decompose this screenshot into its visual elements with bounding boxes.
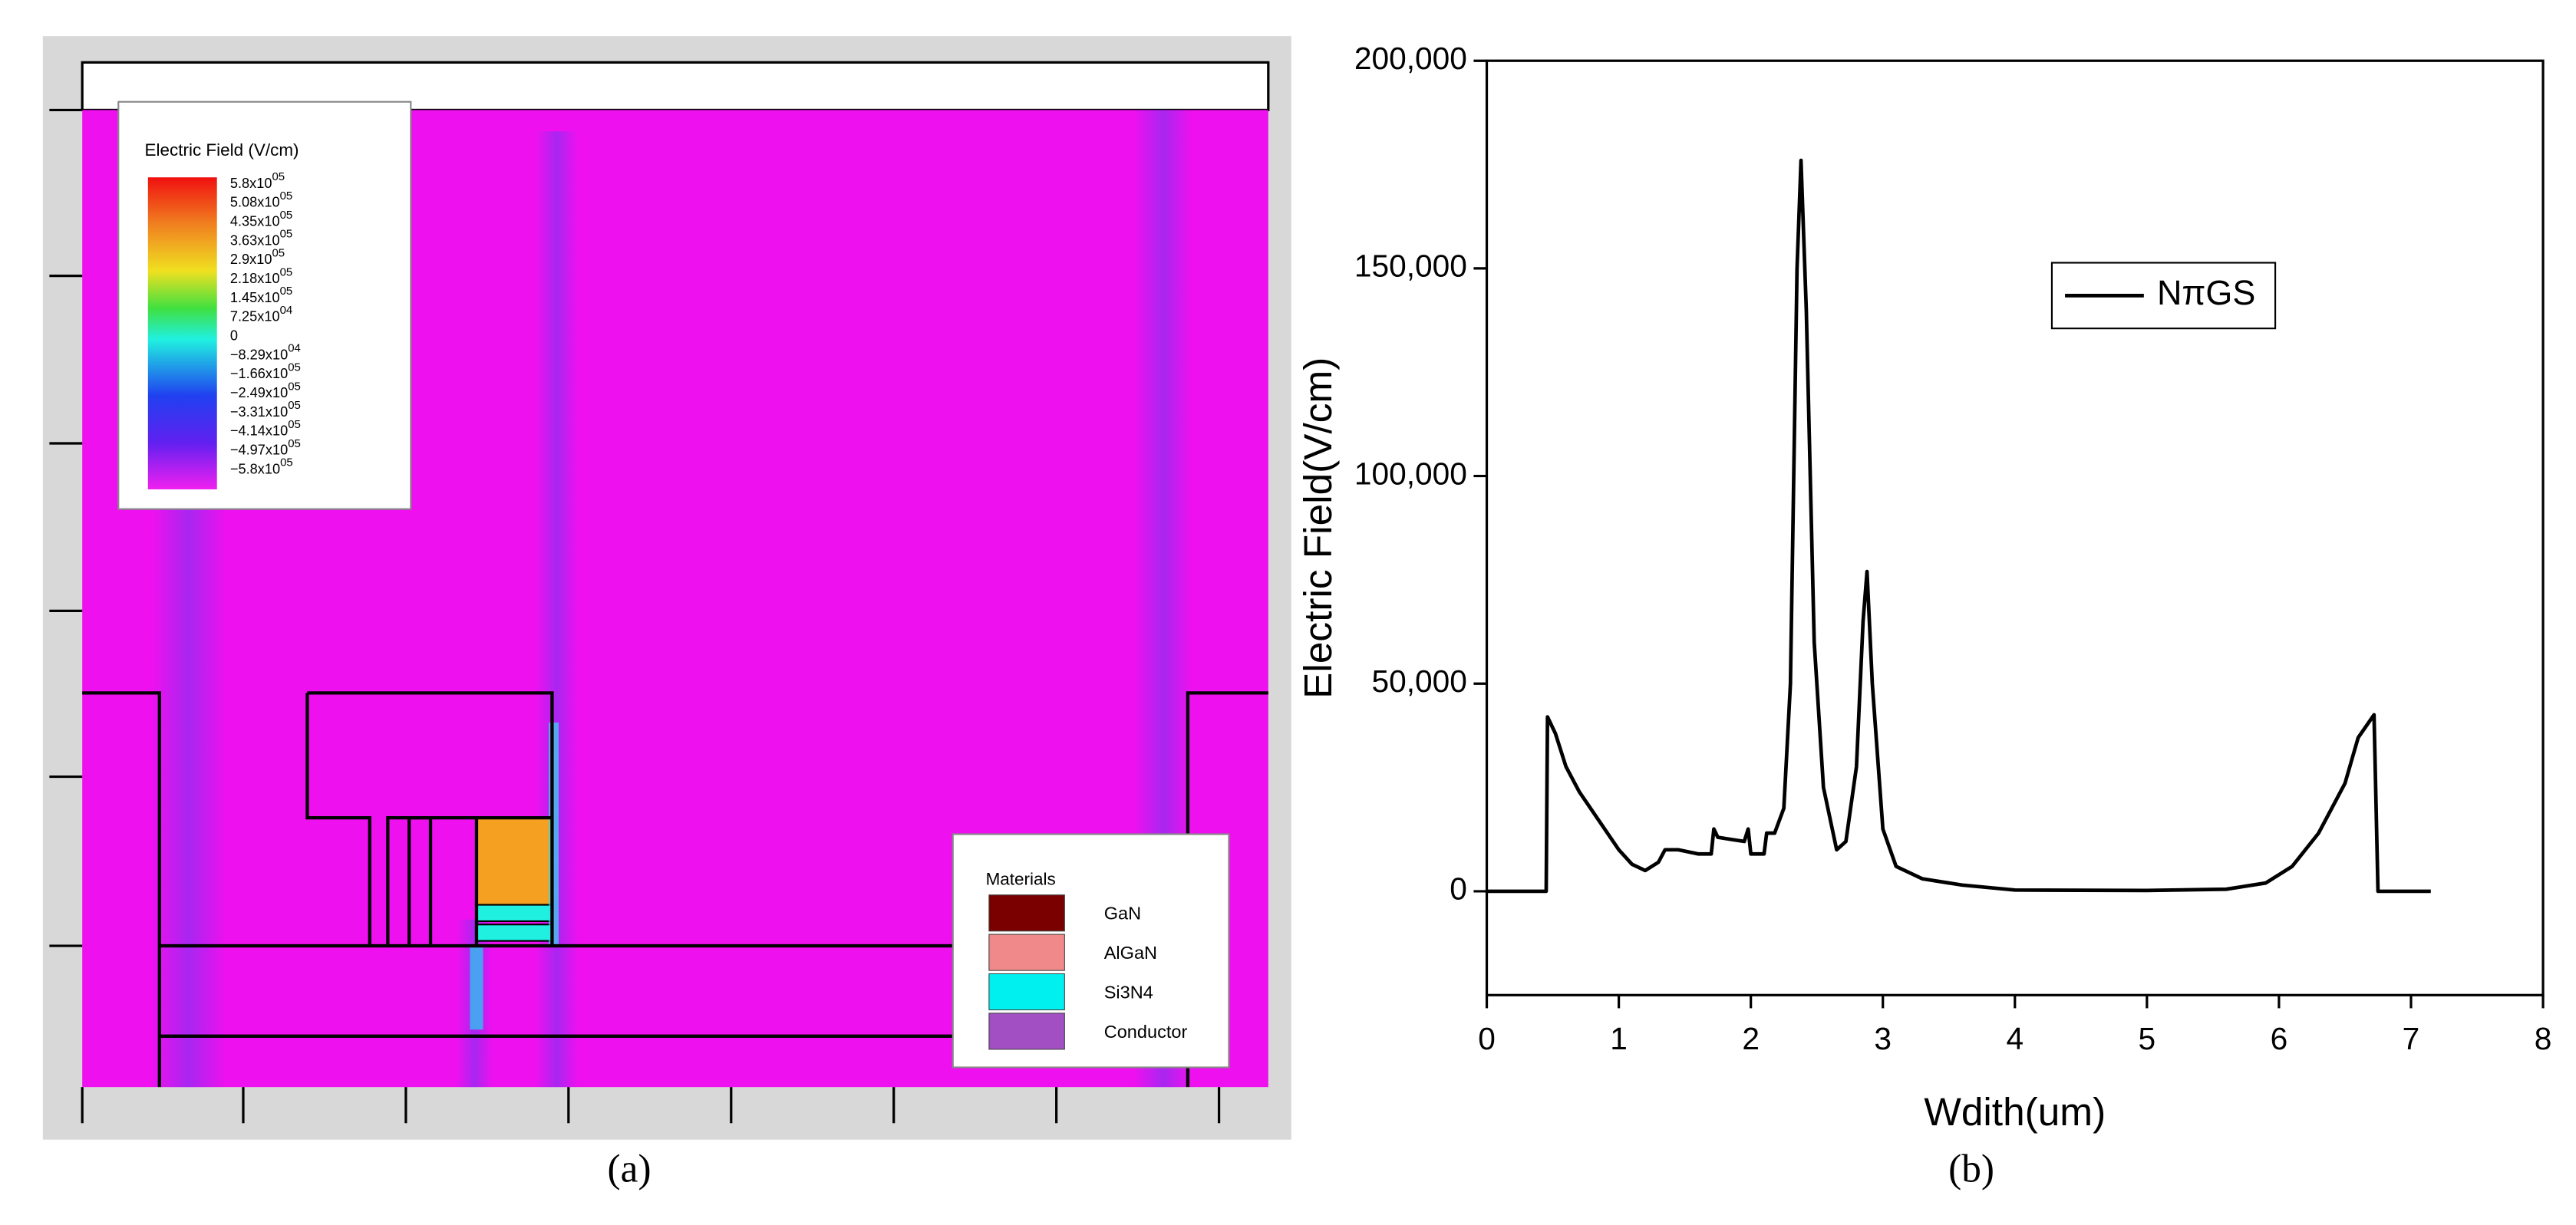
x-tick-label: 7 [2403,1021,2420,1056]
x-tick-label: 1 [1610,1021,1628,1056]
label-mantissa: −2.49x10 [230,385,288,400]
frame-ticks [49,108,1221,1124]
y-tick-label: 200,000 [1354,41,1467,76]
material-swatch [988,934,1065,971]
label-mantissa: −4.97x10 [230,442,288,457]
label-mantissa: −8.29x10 [230,347,288,362]
material-name: GaN [1104,904,1141,924]
label-exponent: 05 [280,265,293,278]
hot-region [476,818,552,905]
material-name: AlGaN [1104,943,1157,963]
colorbar-label: −8.29x1004 [230,342,301,362]
material-name: Si3N4 [1104,982,1153,1002]
colorbar-label: 4.35x1005 [230,209,292,229]
series-line [1486,158,2431,894]
x-tick-label: 0 [1478,1021,1496,1056]
caption: (a) [608,1147,651,1190]
colorbar-label: 2.9x1005 [230,246,285,266]
colorbar-label: −4.14x1005 [230,418,301,438]
label-exponent: 05 [288,399,301,412]
x-axis-label: Wdith(um) [1924,1089,2106,1134]
materials-legend: GaN AlGaN Si3N4 Conductor [988,894,1188,1050]
colorbar-label: 7.25x1004 [230,304,292,324]
colorbar-title: Electric Field (V/cm) [145,140,299,160]
colorbar-labels: 5.8x10055.08x10054.35x10053.63x10052.9x1… [230,170,301,476]
label-exponent: 05 [288,361,301,374]
colorbar-label: 5.8x1005 [230,170,285,190]
label-mantissa: 3.63x10 [230,232,280,248]
material-swatch [988,1013,1065,1050]
y-tick-label: 0 [1450,871,1467,907]
label-exponent: 04 [288,342,301,355]
panel-a: Electric Field (V/cm) 5.8x10055.08x10054… [42,36,1291,1190]
label-exponent: 05 [288,418,301,431]
materials-title: Materials [986,869,1056,888]
label-mantissa: 2.9x10 [230,252,272,267]
hot-region [470,947,483,1030]
label-mantissa: 4.35x10 [230,213,280,229]
label-exponent: 05 [280,189,293,203]
legend-label: NπGS [2157,273,2255,312]
label-mantissa: 7.25x10 [230,308,280,324]
label-mantissa: 1.45x10 [230,290,280,305]
si3n4-layer [475,924,553,942]
label-exponent: 05 [288,437,301,450]
label-mantissa: −5.8x10 [230,461,280,476]
label-mantissa: 2.18x10 [230,271,280,286]
colorbar [147,177,217,489]
colorbar-label: 3.63x1005 [230,228,292,248]
material-swatch [988,894,1065,932]
label-exponent: 05 [280,285,293,298]
colorbar-label: 1.45x1005 [230,285,292,305]
x-tick-label: 4 [2006,1021,2024,1056]
label-exponent: 05 [280,209,293,222]
y-axis-label: Electric Field(V/cm) [1295,357,1340,699]
panel-b: 0 50,000 100,000 150,000 200,000 0 1 2 3 4 5 6 7 8 Wdi… [1295,41,2551,1190]
label-exponent: 05 [288,380,301,393]
label-mantissa: −4.14x10 [230,423,288,438]
label-exponent: 05 [272,170,285,183]
material-swatch [988,973,1065,1011]
label-mantissa: −3.31x10 [230,404,288,420]
colorbar-label: −2.49x1005 [230,380,301,400]
x-tick-label: 5 [2139,1021,2156,1056]
colorbar-label: −3.31x1005 [230,399,301,419]
x-tick-label: 6 [2271,1021,2288,1056]
caption: (b) [1948,1147,1994,1190]
colorbar-label: −1.66x1005 [230,361,301,380]
colorbar-label: −5.8x1005 [230,456,293,476]
y-tick-label: 50,000 [1371,664,1466,699]
label-exponent: 05 [272,246,285,259]
x-tick-label: 2 [1742,1021,1760,1056]
label-mantissa: 5.8x10 [230,176,272,191]
x-tick-label: 8 [2535,1021,2552,1056]
colorbar-label: 2.18x1005 [230,265,292,285]
label-exponent: 04 [280,304,293,317]
label-mantissa: 5.08x10 [230,194,280,209]
label-exponent: 05 [280,456,293,469]
label-mantissa: −1.66x10 [230,366,288,381]
y-tick-label: 150,000 [1354,249,1467,284]
label-exponent: 05 [280,228,293,241]
colorbar-label: 0 [230,328,238,343]
y-tick-label: 100,000 [1354,456,1467,491]
label-mantissa: 0 [230,328,238,343]
si3n4-layer [475,904,553,923]
colorbar-label: −4.97x1005 [230,437,301,457]
plot-frame [1485,59,2545,996]
material-name: Conductor [1104,1022,1188,1042]
x-tick-label: 3 [1874,1021,1892,1056]
colorbar-label: 5.08x1005 [230,189,292,209]
